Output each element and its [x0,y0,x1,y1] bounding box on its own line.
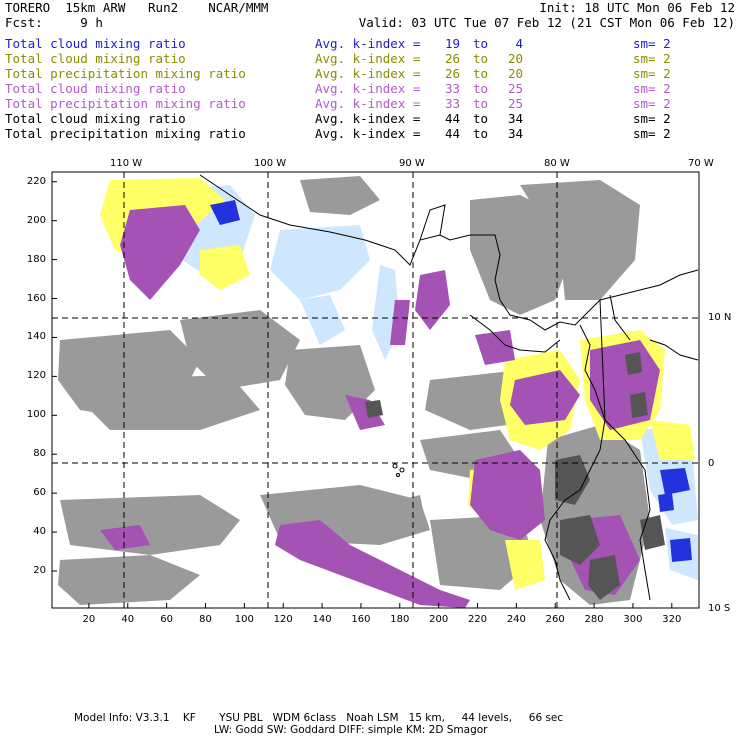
legend-to: 34 [507,111,523,126]
y-tick-label: 40 [33,526,46,538]
legend-avg: Avg. k-index = [315,96,421,111]
legend-to-word: to [473,126,489,141]
legend-sm: sm= 2 [633,66,671,81]
legend-field: Total cloud mixing ratio [5,111,186,126]
legend-avg: Avg. k-index = [315,126,421,141]
legend-from: 33 [445,96,461,111]
legend-field: Total cloud mixing ratio [5,81,186,96]
legend-to-word: to [473,111,489,126]
y-tick-label: 140 [26,331,46,343]
y-tick-label: 180 [26,253,46,265]
x-tick-label: 140 [312,614,332,625]
legend-avg: Avg. k-index = [315,111,421,126]
field-layers [58,176,698,608]
lat-label: 0 [708,458,715,469]
x-tick-label: 280 [584,614,604,625]
lon-label: 70 W [688,158,714,169]
y-tick-label: 120 [26,370,46,382]
legend-to: 20 [507,51,523,66]
y-tick-label: 160 [26,292,46,304]
coastlines [199,174,699,601]
y-tick-label: 60 [33,487,46,499]
x-tick-label: 320 [662,614,682,625]
legend-to-word: to [473,36,489,51]
legend-field: Total cloud mixing ratio [5,36,186,51]
x-tick-label: 160 [351,614,371,625]
legend-from: 44 [445,111,461,126]
x-tick-label: 40 [121,614,135,625]
x-tick-label: 180 [390,614,410,625]
org-label: NCAR/MMM [208,0,269,15]
x-tick-label: 200 [429,614,449,625]
legend-avg: Avg. k-index = [315,51,421,66]
x-tick-label: 100 [234,614,254,625]
legend-from: 44 [445,126,461,141]
x-tick-label: 60 [160,614,173,625]
map-frame [51,171,700,609]
x-tick-label: 300 [623,614,643,625]
legend-avg: Avg. k-index = [315,81,421,96]
legend-from: 33 [445,81,461,96]
legend-to-word: to [473,81,489,96]
legend-sm: sm= 2 [633,111,671,126]
legend-sm: sm= 2 [633,81,671,96]
violet-precip-areas [100,205,660,608]
legend-sm: sm= 2 [633,51,671,66]
legend-from: 19 [445,36,461,51]
lon-label: 80 W [544,158,570,169]
physics-info: LW: Godd SW: Goddard DIFF: simple KM: 2D… [214,724,488,736]
y-tick-label: 200 [26,214,46,226]
lon-label: 90 W [399,158,425,169]
lon-label: 100 W [254,158,287,169]
run-label: Run2 [148,0,179,15]
legend-to: 4 [515,36,523,51]
legend-avg: Avg. k-index = [315,36,421,51]
axis-tick-marks [52,181,673,608]
legend-sm: sm= 2 [633,96,671,111]
model-name: TORERO [5,0,51,15]
legend-field: Total precipitation mixing ratio [5,126,246,141]
y-tick-label: 220 [26,175,46,187]
init-time: Init: 18 UTC Mon 06 Feb 12 [539,0,735,15]
dark-gray-cores [365,352,665,600]
x-tick-label: 260 [545,614,565,625]
x-tick-label: 120 [273,614,293,625]
lat-label: 10 S [708,603,731,614]
legend-to-word: to [473,66,489,81]
fcst-value: 9 h [80,15,103,30]
legend-avg: Avg. k-index = [315,66,421,81]
model-resolution: 15km ARW [65,0,126,15]
fcst-label: Fcst: [5,15,43,30]
valid-time: Valid: 03 UTC Tue 07 Feb 12 (21 CST Mon … [358,15,735,30]
legend-from: 26 [445,66,461,81]
blue-cloud-cores [210,200,692,562]
x-tick-label: 20 [82,614,96,625]
legend-to: 25 [507,81,523,96]
legend-to: 20 [507,66,523,81]
y-tick-label: 100 [26,409,46,421]
legend-field: Total precipitation mixing ratio [5,66,246,81]
y-tick-label: 80 [33,448,46,460]
y-tick-label: 20 [33,565,46,577]
header-model-line: TORERO 15km ARW Run2 NCAR/MMM [5,0,268,15]
lat-label: 10 N [708,312,732,323]
legend-sm: sm= 2 [633,126,671,141]
x-tick-label: 80 [199,614,212,625]
legend-field: Total precipitation mixing ratio [5,96,246,111]
lon-label: 110 W [110,158,143,169]
legend-to: 34 [507,126,523,141]
lat-lon-grid [52,172,699,608]
islands [392,463,405,477]
legend-field: Total cloud mixing ratio [5,51,186,66]
legend-from: 26 [445,51,461,66]
legend-to-word: to [473,51,489,66]
legend-sm: sm= 2 [633,36,671,51]
x-tick-label: 240 [506,614,526,625]
x-tick-label: 220 [467,614,488,625]
legend-to-word: to [473,96,489,111]
forecast-hour: Fcst: 9 h [5,15,103,30]
model-info: Model Info: V3.3.1 KF YSU PBL WDM 6class… [74,712,564,724]
legend-to: 25 [507,96,523,111]
